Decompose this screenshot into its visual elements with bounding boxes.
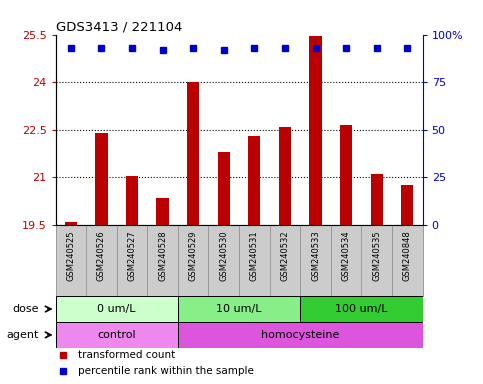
Bar [209, 225, 239, 296]
Text: control: control [98, 330, 136, 340]
Bar [361, 225, 392, 296]
Bar [95, 133, 108, 225]
Bar [126, 175, 138, 225]
Text: 10 um/L: 10 um/L [216, 304, 262, 314]
Text: GSM240533: GSM240533 [311, 230, 320, 281]
Bar [56, 322, 178, 348]
Text: GSM240526: GSM240526 [97, 230, 106, 281]
Bar [218, 152, 230, 225]
Text: 100 um/L: 100 um/L [335, 304, 388, 314]
Bar [300, 296, 423, 322]
Text: transformed count: transformed count [78, 350, 175, 360]
Bar [370, 174, 383, 225]
Bar [156, 198, 169, 225]
Text: GSM240535: GSM240535 [372, 230, 381, 281]
Bar [147, 225, 178, 296]
Text: GSM240527: GSM240527 [128, 230, 137, 281]
Bar [187, 82, 199, 225]
Text: GDS3413 / 221104: GDS3413 / 221104 [56, 20, 182, 33]
Bar [117, 225, 147, 296]
Bar [178, 296, 300, 322]
Bar [65, 222, 77, 225]
Text: agent: agent [6, 330, 39, 340]
Text: GSM240531: GSM240531 [250, 230, 259, 281]
Text: GSM240848: GSM240848 [403, 230, 412, 281]
Text: GSM240528: GSM240528 [158, 230, 167, 281]
Bar [310, 36, 322, 225]
Text: GSM240530: GSM240530 [219, 230, 228, 281]
Bar [56, 296, 178, 322]
Bar [392, 225, 423, 296]
Bar [178, 322, 423, 348]
Text: GSM240525: GSM240525 [66, 230, 75, 281]
Bar [340, 125, 352, 225]
Bar [86, 225, 117, 296]
Text: dose: dose [12, 304, 39, 314]
Bar [270, 225, 300, 296]
Bar [401, 185, 413, 225]
Text: GSM240529: GSM240529 [189, 230, 198, 281]
Text: GSM240532: GSM240532 [281, 230, 289, 281]
Bar [331, 225, 361, 296]
Text: 0 um/L: 0 um/L [98, 304, 136, 314]
Bar [248, 136, 260, 225]
Bar [178, 225, 209, 296]
Text: percentile rank within the sample: percentile rank within the sample [78, 366, 254, 376]
Text: homocysteine: homocysteine [261, 330, 340, 340]
Bar [56, 225, 86, 296]
Bar [239, 225, 270, 296]
Bar [279, 126, 291, 225]
Bar [300, 225, 331, 296]
Text: GSM240534: GSM240534 [341, 230, 351, 281]
